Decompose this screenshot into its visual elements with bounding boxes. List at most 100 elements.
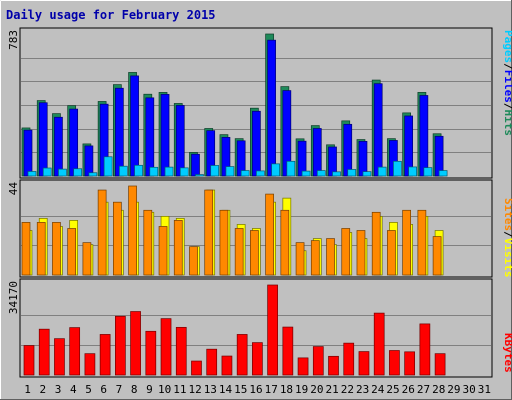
bar-pages-14 <box>225 166 235 177</box>
x-tick-label: 19 <box>295 383 308 396</box>
legend-visits: Visits <box>502 238 512 278</box>
x-tick-label: 20 <box>310 383 323 396</box>
bars <box>21 33 448 376</box>
bar-kbytes-1 <box>23 345 35 376</box>
bar-sites-11 <box>173 220 183 276</box>
bar-pages-24 <box>377 166 387 177</box>
panel3-ymax-label: 34170 <box>7 281 20 314</box>
bar-kbytes-5 <box>84 353 96 376</box>
bar-pages-3 <box>58 168 67 177</box>
x-tick-label: 10 <box>158 383 171 396</box>
bar-files-17 <box>267 39 276 177</box>
x-tick-label: 9 <box>146 383 153 396</box>
bar-pages-26 <box>408 166 417 177</box>
bar-kbytes-18 <box>282 326 294 376</box>
bar-files-1 <box>23 129 33 177</box>
bar-kbytes-8 <box>130 311 141 376</box>
bar-files-5 <box>84 145 94 177</box>
x-tick-labels: 1 2 3 4 5 6 7 8 9 10 11 12 13 14 15 16 17 18 19 20 21 22 23 24 2… <box>24 383 491 396</box>
bar-pages-8 <box>134 164 143 177</box>
bar-kbytes-15 <box>236 334 248 376</box>
bar-sites-3 <box>52 222 61 276</box>
bar-kbytes-2 <box>38 328 50 376</box>
x-tick-label: 25 <box>386 383 399 396</box>
bar-pages-7 <box>119 165 128 177</box>
legend-sep: / <box>502 231 512 238</box>
bar-sites-1 <box>21 222 31 276</box>
bar-sites-14 <box>219 209 229 276</box>
bar-sites-27 <box>417 209 427 276</box>
bar-files-2 <box>38 102 48 177</box>
panel2-ymax-label: 44 <box>7 182 20 196</box>
x-tick-label: 6 <box>100 383 107 396</box>
bar-files-11 <box>175 105 185 177</box>
bar-kbytes-13 <box>206 348 218 376</box>
bar-pages-12 <box>195 174 204 177</box>
bar-pages-9 <box>149 166 159 177</box>
x-tick-label: 3 <box>55 383 62 396</box>
bar-kbytes-9 <box>145 330 157 376</box>
bar-pages-23 <box>362 171 372 177</box>
bar-sites-9 <box>143 209 153 276</box>
bar-pages-20 <box>316 170 326 177</box>
legend-sep: / <box>502 63 512 70</box>
bar-sites-16 <box>250 230 259 276</box>
x-tick-label: 8 <box>131 383 138 396</box>
bar-sites-26 <box>402 209 411 276</box>
bar-kbytes-11 <box>175 326 187 376</box>
x-tick-label: 5 <box>85 383 92 396</box>
bar-files-16 <box>252 110 261 177</box>
bar-kbytes-6 <box>99 334 111 376</box>
x-tick-label: 12 <box>188 383 201 396</box>
bar-files-23 <box>358 141 368 177</box>
x-tick-label: 11 <box>173 383 186 396</box>
bar-kbytes-4 <box>69 327 81 376</box>
bar-pages-19 <box>301 170 311 177</box>
bar-sites-28 <box>432 236 442 276</box>
legend-pages-files-hits: Pages/Files/Hits <box>502 30 512 136</box>
bar-pages-22 <box>347 169 357 177</box>
bar-kbytes-28 <box>434 353 446 376</box>
bar-sites-24 <box>371 211 381 276</box>
bar-kbytes-21 <box>328 355 339 376</box>
bar-pages-5 <box>88 172 98 177</box>
bar-files-20 <box>312 128 322 177</box>
bar-sites-17 <box>265 193 274 276</box>
bar-files-7 <box>115 87 124 177</box>
x-tick-label: 16 <box>249 383 262 396</box>
legend-files: Files <box>502 70 512 103</box>
bar-pages-25 <box>393 160 402 177</box>
bar-kbytes-23 <box>358 351 370 376</box>
bar-pages-18 <box>286 160 296 177</box>
bar-pages-13 <box>210 165 220 177</box>
bar-pages-28 <box>438 170 448 177</box>
bar-files-24 <box>373 83 383 177</box>
x-tick-label: 7 <box>116 383 123 396</box>
bar-sites-13 <box>204 189 214 276</box>
bar-sites-20 <box>310 240 320 276</box>
bar-sites-4 <box>67 228 77 276</box>
bar-pages-6 <box>103 156 113 177</box>
bar-kbytes-24 <box>373 312 385 376</box>
bar-sites-19 <box>295 242 305 276</box>
legend-sites-visits: Sites/Visits <box>502 198 512 278</box>
bar-sites-5 <box>82 242 92 276</box>
bar-kbytes-3 <box>54 338 65 376</box>
bar-files-22 <box>343 123 353 177</box>
bar-kbytes-12 <box>191 360 202 376</box>
bar-pages-4 <box>73 168 83 177</box>
bar-pages-21 <box>332 171 341 177</box>
bar-files-12 <box>191 153 200 177</box>
bar-kbytes-17 <box>267 284 278 376</box>
bar-sites-2 <box>36 222 46 276</box>
x-tick-label: 26 <box>402 383 415 396</box>
bar-sites-23 <box>356 230 366 276</box>
bar-kbytes-20 <box>312 346 324 376</box>
x-tick-label: 29 <box>447 383 460 396</box>
x-tick-label: 4 <box>70 383 77 396</box>
legend-sep: / <box>502 103 512 110</box>
bar-kbytes-22 <box>343 342 355 376</box>
x-tick-label: 17 <box>265 383 278 396</box>
x-tick-label: 24 <box>371 383 385 396</box>
bar-files-8 <box>130 75 139 177</box>
